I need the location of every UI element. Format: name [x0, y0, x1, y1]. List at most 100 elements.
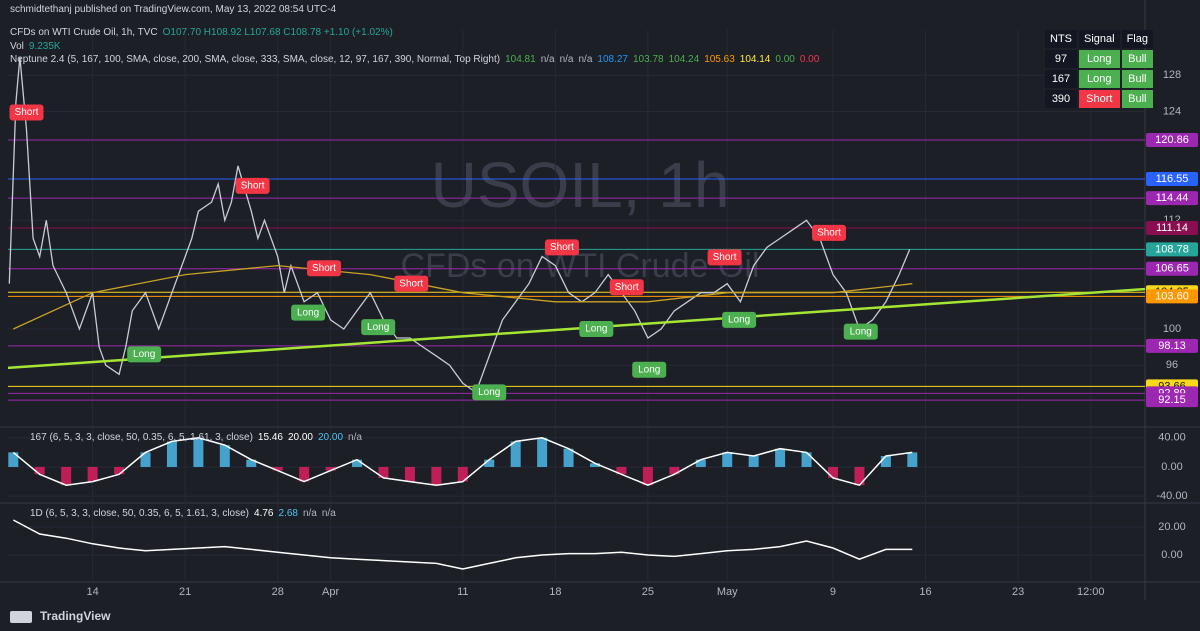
level-label-box [1146, 289, 1198, 304]
neptune-value: n/a [559, 54, 574, 65]
footer-brand: TradingView [40, 609, 111, 623]
x-tick-label: 14 [86, 586, 98, 598]
y-tick-label: 20.00 [1158, 521, 1186, 533]
level-label-box [1146, 393, 1198, 408]
table-cell: Long [1079, 70, 1120, 88]
readout: n/a [348, 432, 362, 443]
neptune-value: 108.27 [597, 54, 628, 65]
table-row: 167 Long Bull [1045, 70, 1153, 88]
signal-label-box [394, 275, 429, 292]
table-cell: Bull [1121, 50, 1153, 68]
signal-label: Short [550, 242, 574, 253]
readout: 4.76 [254, 508, 274, 519]
symbol: CFDs on WTI Crude Oil, 1h, TVC [10, 27, 158, 38]
y-tick-label: 100 [1163, 323, 1181, 335]
y-tick-label: -40.00 [1156, 490, 1187, 502]
signal-label: Long [728, 315, 750, 326]
readout: 2.68 [278, 508, 298, 519]
publisher: schmidtethanj published on TradingView.c… [10, 4, 337, 15]
signal-label-box [609, 279, 644, 296]
histogram-bar [34, 466, 45, 475]
watermark-name: CFDs on WTI Crude Oil [401, 247, 760, 285]
histogram-bar [484, 459, 495, 467]
histogram-bar [563, 448, 574, 467]
table-cell: Bull [1121, 90, 1153, 108]
histogram-bar [272, 466, 283, 471]
table-cell: 167 [1045, 70, 1077, 88]
histogram-bar [669, 466, 680, 475]
histogram-bar [299, 466, 310, 482]
oscillator-line [12, 519, 913, 570]
table-cell: Long [1079, 50, 1120, 68]
table-cell: Short [1079, 90, 1120, 108]
histogram-bar [8, 452, 19, 467]
level-label: 116.55 [1156, 173, 1189, 185]
level-label: 103.60 [1155, 290, 1189, 302]
signal-label-box [235, 177, 270, 194]
watermark-symbol: USOIL, 1h [431, 149, 730, 221]
histogram-bar [246, 459, 257, 467]
level-label-box [1146, 191, 1198, 206]
signal-table: NTS Signal Flag 97 Long Bull 167 Long Bull 390 Sho… [1043, 28, 1155, 110]
table-cell: 390 [1045, 90, 1077, 108]
level-label: 106.65 [1155, 263, 1189, 275]
histogram-bar [590, 463, 601, 467]
x-tick-label: 16 [919, 586, 931, 598]
neptune-value: 104.81 [505, 54, 536, 65]
signal-label-box [291, 304, 326, 321]
signal-label: Short [615, 282, 639, 293]
histogram-bar [722, 452, 733, 467]
histogram-bar [457, 466, 468, 482]
volume-value: 9.235K [28, 41, 61, 52]
y-tick-label: 128 [1163, 69, 1181, 81]
signal-label: Long [850, 326, 872, 337]
y-tick-label: 96 [1166, 359, 1178, 371]
level-label-box [1146, 261, 1198, 276]
level-label: 108.78 [1155, 243, 1189, 255]
signal-label: Long [478, 387, 500, 398]
signal-label: Long [133, 349, 155, 360]
histogram-bar [510, 441, 521, 467]
osc2-header: 1D (6, 5, 3, 3, close, 50, 0.35, 6, 5, 1… [30, 508, 341, 519]
readout: n/a [321, 508, 336, 519]
signal-label-box [707, 249, 742, 266]
signal-label: Short [817, 228, 841, 239]
signal-label: Short [312, 263, 336, 274]
signal-label-box [632, 361, 667, 378]
histogram-bar [219, 445, 230, 467]
x-tick-label: 18 [549, 586, 561, 598]
table-cell: Bull [1121, 70, 1153, 88]
neptune-line: Neptune 2.4 (5, 167, 100, SMA, close, 20… [10, 54, 824, 65]
signal-label-box [9, 104, 44, 121]
readout: 15.46 [257, 432, 283, 443]
level-label: 111.14 [1156, 222, 1188, 234]
symbol-line: CFDs on WTI Crude Oil, 1h, TVC O107.70 H1… [10, 27, 398, 38]
series-line [7, 287, 1146, 370]
neptune-value: 0.00 [775, 54, 795, 65]
level-label-box [1146, 132, 1198, 147]
histogram-bar [801, 452, 812, 467]
level-label-box [1146, 338, 1198, 353]
x-tick-label: 11 [457, 586, 468, 598]
signal-label-box [722, 311, 757, 328]
osc1-title: 167 (6, 5, 3, 3, close, 50, 0.35, 6, 5, … [30, 432, 253, 443]
readout: 20.00 [317, 432, 344, 443]
level-label-box [1146, 242, 1198, 257]
level-label-box [1146, 221, 1198, 236]
signal-label-box [812, 224, 847, 241]
x-tick-label: 12:00 [1077, 586, 1105, 598]
histogram-bar [325, 466, 336, 471]
table-header: Signal [1079, 30, 1120, 48]
ohlc: O107.70 H108.92 L107.68 C108.78 +1.10 (+… [162, 27, 393, 38]
x-tick-label: May [717, 586, 738, 598]
y-tick-label: 0.00 [1161, 461, 1182, 473]
neptune-value: 104.24 [668, 54, 700, 65]
histogram-bar [114, 466, 125, 475]
signal-label: Long [638, 364, 660, 375]
series-line [13, 264, 913, 330]
histogram-bar [140, 452, 151, 467]
neptune-value: 104.14 [739, 54, 771, 65]
neptune-value: n/a [540, 54, 555, 65]
